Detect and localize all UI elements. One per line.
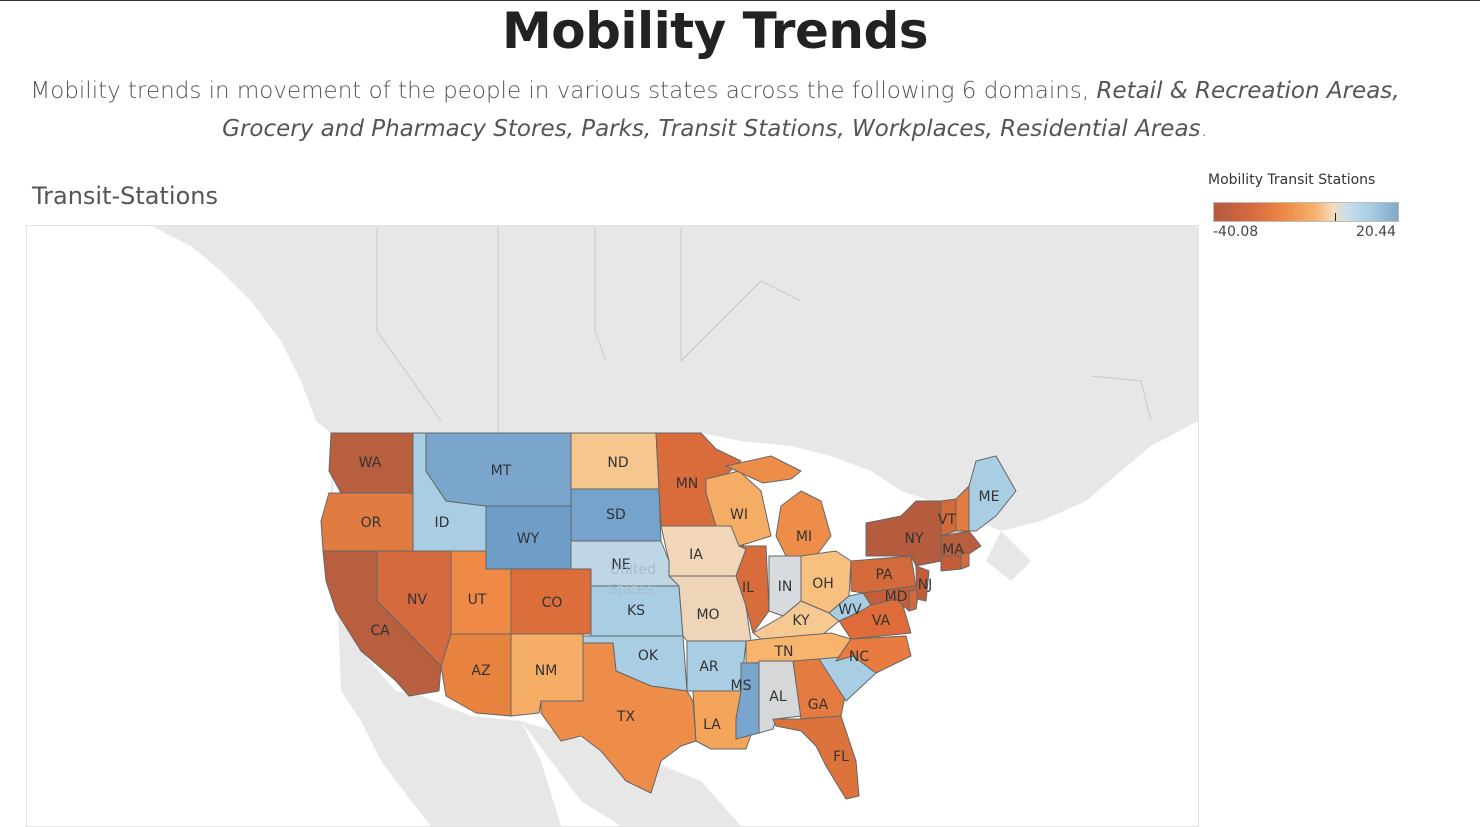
label-NM: NM (535, 663, 558, 679)
legend-gradient-bar[interactable] (1213, 202, 1399, 222)
state-FL[interactable] (772, 715, 860, 800)
panel-title: Transit-Stations (32, 182, 218, 210)
label-TX: TX (616, 709, 636, 725)
label-KS: KS (627, 603, 645, 619)
legend-min-label: -40.08 (1213, 224, 1259, 240)
map-svg[interactable]: WA OR CA ID NV MT WY UT AZ CO NM ND SD N… (27, 226, 1198, 826)
legend-midpoint-tick (1335, 213, 1336, 221)
legend-max-label: 20.44 (1356, 224, 1397, 240)
label-IN: IN (778, 579, 793, 595)
state-MD[interactable] (862, 585, 917, 612)
label-OH: OH (812, 576, 834, 592)
map-view[interactable]: WA OR CA ID NV MT WY UT AZ CO NM ND SD N… (26, 225, 1199, 827)
label-NC: NC (849, 649, 869, 665)
state-ME[interactable] (968, 455, 1017, 532)
label-OK: OK (638, 648, 659, 664)
label-NJ: NJ (918, 577, 933, 593)
legend-title: Mobility Transit Stations (1208, 172, 1376, 188)
basemap-borders (376, 227, 1152, 433)
state-NJ[interactable] (915, 565, 930, 602)
country-label-2: States (609, 582, 653, 598)
page-title: Mobility Trends (501, 2, 929, 60)
top-rule (0, 0, 1480, 1)
label-LA: LA (703, 717, 721, 733)
label-NV: NV (407, 592, 427, 608)
label-MD: MD (885, 589, 908, 605)
state-MA[interactable] (940, 530, 982, 557)
label-VA: VA (872, 613, 891, 629)
label-PA: PA (875, 567, 893, 583)
label-AR: AR (699, 659, 719, 675)
label-CA: CA (370, 623, 390, 639)
label-FL: FL (833, 749, 849, 765)
label-GA: GA (808, 697, 829, 713)
subtitle-text: Mobility trends in movement of the peopl… (30, 78, 1097, 104)
label-MN: MN (676, 476, 699, 492)
label-SD: SD (606, 507, 626, 523)
label-VT: VT (938, 512, 957, 528)
label-MI: MI (796, 529, 812, 545)
state-IA[interactable] (660, 525, 747, 577)
label-CO: CO (542, 595, 563, 611)
label-MO: MO (696, 607, 719, 623)
state-RI[interactable] (960, 552, 970, 570)
label-WI: WI (730, 507, 748, 523)
label-TN: TN (773, 644, 793, 660)
label-WV: WV (838, 602, 862, 618)
label-AZ: AZ (471, 663, 490, 679)
label-OR: OR (361, 515, 382, 531)
state-IL[interactable] (735, 545, 770, 634)
label-WY: WY (517, 531, 540, 547)
label-ID: ID (435, 515, 450, 531)
country-label-1: United (610, 562, 656, 578)
label-AL: AL (769, 689, 787, 705)
label-IA: IA (689, 547, 703, 563)
label-MA: MA (942, 542, 964, 558)
label-ME: ME (979, 489, 1000, 505)
state-CT[interactable] (940, 555, 962, 572)
label-IL: IL (742, 580, 754, 596)
subtitle-domains: Retail & Recreation Areas, Grocery and P… (222, 78, 1400, 142)
subtitle-end: . (1200, 116, 1208, 142)
label-NE: NE (611, 557, 630, 573)
label-MT: MT (491, 463, 512, 479)
label-MS: MS (731, 678, 752, 694)
basemap-land (151, 226, 1198, 826)
label-ND: ND (607, 455, 628, 471)
state-labels: WA OR CA ID NV MT WY UT AZ CO NM ND SD N… (359, 455, 1000, 765)
label-UT: UT (468, 592, 487, 608)
state-MI[interactable] (725, 455, 832, 557)
label-NY: NY (904, 531, 923, 547)
page-subtitle: Mobility trends in movement of the peopl… (20, 72, 1410, 148)
label-WA: WA (359, 455, 382, 471)
states-layer[interactable] (320, 432, 1017, 800)
label-KY: KY (792, 613, 810, 629)
color-legend: Mobility Transit Stations -40.08 20.44 (1208, 172, 1408, 240)
state-TX[interactable] (540, 642, 697, 794)
state-GA[interactable] (792, 658, 847, 720)
